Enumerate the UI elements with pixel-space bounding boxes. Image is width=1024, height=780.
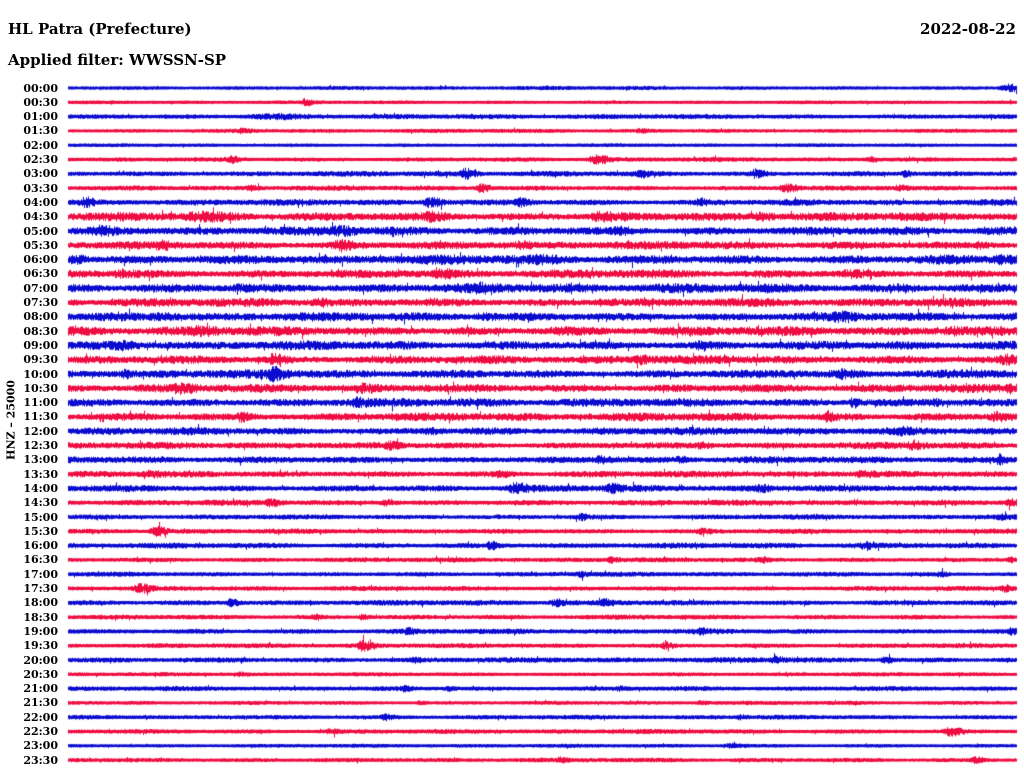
time-label: 13:00 bbox=[23, 453, 58, 467]
time-label: 02:00 bbox=[23, 138, 58, 152]
time-label: 11:30 bbox=[23, 410, 58, 424]
time-label: 23:30 bbox=[23, 753, 58, 767]
time-label: 00:00 bbox=[23, 81, 58, 95]
time-label: 02:30 bbox=[23, 153, 58, 166]
time-label: 21:00 bbox=[23, 682, 58, 696]
station-title: HL Patra (Prefecture) bbox=[8, 20, 192, 38]
time-label: 06:30 bbox=[23, 267, 58, 281]
time-label: 17:30 bbox=[23, 582, 58, 595]
time-label: 03:00 bbox=[23, 167, 58, 181]
time-label: 20:00 bbox=[23, 653, 58, 667]
time-label: 21:30 bbox=[23, 696, 58, 710]
date-label: 2022-08-22 bbox=[920, 20, 1016, 38]
time-label: 19:00 bbox=[23, 624, 58, 638]
time-label: 12:00 bbox=[23, 424, 58, 438]
time-label: 09:30 bbox=[23, 353, 58, 367]
time-label: 14:00 bbox=[23, 481, 58, 495]
time-label: 18:00 bbox=[23, 596, 58, 610]
time-label: 05:00 bbox=[23, 224, 58, 238]
time-label: 20:30 bbox=[23, 667, 58, 681]
time-label: 22:30 bbox=[23, 725, 58, 738]
time-label: 12:30 bbox=[23, 439, 58, 452]
time-label: 06:00 bbox=[23, 253, 58, 267]
time-label: 01:30 bbox=[23, 124, 58, 138]
time-label: 07:30 bbox=[23, 296, 58, 309]
time-label: 01:00 bbox=[23, 110, 58, 124]
time-label: 10:00 bbox=[23, 367, 58, 381]
time-label: 23:00 bbox=[23, 739, 58, 753]
time-label: 08:00 bbox=[23, 310, 58, 324]
time-label: 04:30 bbox=[23, 210, 58, 224]
time-label: 07:00 bbox=[23, 281, 58, 295]
time-label: 05:30 bbox=[23, 238, 58, 252]
time-label: 16:00 bbox=[23, 539, 58, 553]
filter-label: Applied filter: WWSSN-SP bbox=[8, 51, 227, 69]
time-labels-column: 00:00 00:30 01:00 01:30 02:00 02:30 03:00 03:30… bbox=[0, 0, 58, 780]
time-label: 15:30 bbox=[23, 524, 58, 538]
time-label: 15:00 bbox=[23, 510, 58, 524]
time-label: 16:30 bbox=[23, 553, 58, 567]
time-label: 22:00 bbox=[23, 710, 58, 724]
time-label: 09:00 bbox=[23, 338, 58, 352]
time-label: 18:30 bbox=[23, 610, 58, 624]
time-label: 08:30 bbox=[23, 324, 58, 338]
time-label: 11:00 bbox=[23, 396, 58, 410]
time-label: 10:30 bbox=[23, 381, 58, 395]
time-label: 17:00 bbox=[23, 567, 58, 581]
time-label: 13:30 bbox=[23, 467, 58, 481]
time-label: 04:00 bbox=[23, 195, 58, 209]
time-label: 14:30 bbox=[23, 496, 58, 510]
time-label: 03:30 bbox=[23, 181, 58, 195]
time-label: 19:30 bbox=[23, 639, 58, 653]
time-label: 00:30 bbox=[23, 95, 58, 109]
